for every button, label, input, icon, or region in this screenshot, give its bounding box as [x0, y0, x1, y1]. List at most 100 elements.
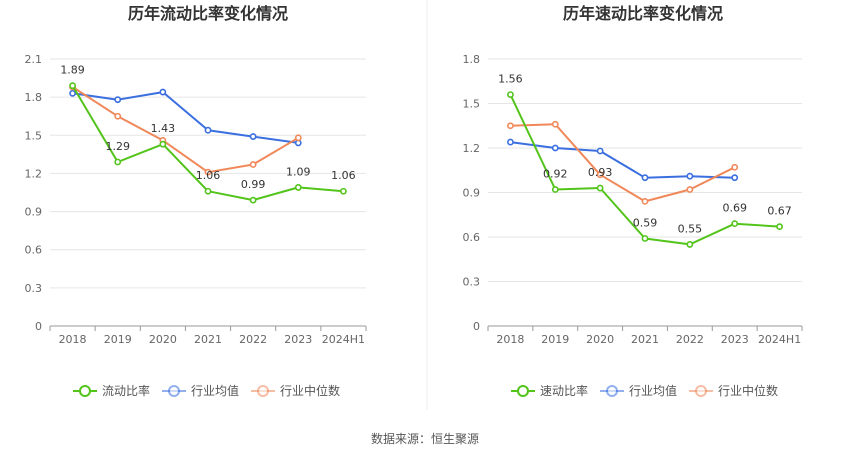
data-point: [114, 158, 122, 166]
data-label: 0.92: [543, 168, 568, 181]
x-tick-label: 2020: [586, 333, 614, 346]
legend-label: 流动比率: [102, 383, 150, 398]
data-label: 1.09: [286, 165, 311, 178]
legend-marker: [517, 385, 529, 397]
data-point: [776, 223, 783, 231]
data-point: [551, 120, 559, 128]
legend-marker: [606, 385, 618, 397]
data-point: [204, 187, 212, 195]
x-tick-label: 2021: [194, 333, 222, 346]
data-point: [249, 196, 257, 204]
x-tick-label: 2024H1: [322, 333, 365, 346]
data-point: [507, 91, 514, 98]
legend-marker: [695, 385, 707, 397]
legend-label: 行业均值: [629, 383, 677, 398]
data-point: [641, 235, 649, 242]
y-tick-label: 0: [473, 320, 480, 333]
data-label: 1.29: [105, 140, 130, 153]
data-label: 0.99: [241, 178, 266, 191]
data-point: [204, 126, 212, 134]
y-tick-label: 0.6: [463, 231, 481, 244]
data-point: [294, 134, 302, 142]
data-point: [114, 112, 122, 120]
data-label: 0.69: [722, 202, 747, 215]
y-tick-label: 1.2: [463, 142, 481, 155]
data-point: [686, 241, 694, 248]
data-source: 数据来源：恒生聚源: [371, 431, 479, 446]
data-point: [69, 82, 76, 90]
x-tick-label: 2020: [149, 333, 177, 346]
series-line: [510, 141, 735, 179]
data-point: [159, 140, 167, 148]
x-tick-label: 2023: [284, 333, 312, 346]
data-point: [641, 197, 649, 205]
y-tick-label: 1.8: [463, 53, 481, 66]
data-label: 1.89: [60, 64, 85, 77]
y-tick-label: 1.5: [25, 129, 43, 142]
series-line: [72, 91, 299, 144]
x-tick-label: 2022: [239, 333, 267, 346]
data-point: [294, 184, 302, 191]
data-point: [507, 138, 514, 146]
legend-marker: [79, 385, 91, 397]
y-tick-label: 1.5: [463, 98, 481, 111]
data-label: 1.56: [498, 73, 523, 86]
data-label: 1.06: [196, 169, 221, 182]
data-point: [249, 161, 257, 168]
data-point: [731, 163, 739, 171]
y-tick-label: 1.2: [25, 167, 43, 180]
x-tick-label: 2024H1: [758, 333, 801, 346]
data-point: [204, 168, 212, 176]
data-label: 0.93: [588, 166, 613, 179]
x-tick-label: 2018: [59, 333, 87, 346]
y-tick-label: 0.3: [463, 276, 481, 289]
data-point: [596, 171, 604, 179]
data-label: 0.59: [633, 216, 658, 229]
x-tick-label: 2019: [104, 333, 132, 346]
y-tick-label: 0: [35, 320, 42, 333]
legend-label: 行业中位数: [280, 383, 340, 398]
y-tick-label: 0.9: [25, 206, 43, 219]
chart-title: 历年流动比率变化情况: [128, 4, 288, 23]
data-point: [641, 174, 649, 182]
data-point: [159, 88, 167, 96]
legend-label: 速动比率: [540, 383, 588, 398]
y-tick-label: 0.9: [463, 187, 481, 200]
data-point: [731, 220, 739, 228]
legend-label: 行业均值: [191, 383, 239, 398]
series-line: [510, 123, 736, 203]
data-point: [686, 186, 694, 193]
y-tick-label: 1.8: [25, 91, 43, 104]
current-ratio-chart: 历年流动比率变化情况 0 0.3 0.6 0.9 1.2 1.5 1.8 2.1 2018 2019…: [25, 4, 367, 398]
data-point: [596, 147, 604, 155]
y-tick-label: 0.6: [25, 244, 43, 257]
series-line: [72, 86, 299, 174]
legend-marker: [168, 385, 180, 397]
y-tick-label: 2.1: [25, 53, 43, 66]
x-tick-label: 2021: [631, 333, 659, 346]
x-tick-label: 2018: [496, 333, 524, 346]
data-label: 1.43: [151, 122, 176, 135]
data-point: [551, 186, 559, 193]
chart-title: 历年速动比率变化情况: [563, 4, 723, 23]
data-point: [731, 174, 739, 182]
x-tick-label: 2022: [676, 333, 704, 346]
data-point: [596, 184, 604, 192]
data-point: [69, 89, 76, 97]
x-tick-label: 2023: [721, 333, 749, 346]
quick-ratio-chart: 历年速动比率变化情况 0 0.3 0.6 0.9 1.2 1.5 1.8 2018 2019 202…: [463, 4, 803, 398]
data-point: [340, 187, 347, 195]
legend-label: 行业中位数: [718, 383, 778, 398]
data-point: [686, 172, 694, 180]
data-label: 1.06: [331, 169, 356, 182]
data-point: [249, 133, 257, 140]
data-point: [551, 144, 559, 152]
x-tick-label: 2019: [541, 333, 569, 346]
data-point: [114, 96, 122, 104]
data-label: 0.67: [767, 205, 792, 218]
y-tick-label: 0.3: [25, 282, 43, 295]
data-point: [507, 122, 514, 130]
data-label: 0.55: [678, 222, 703, 235]
legend-marker: [257, 385, 269, 397]
